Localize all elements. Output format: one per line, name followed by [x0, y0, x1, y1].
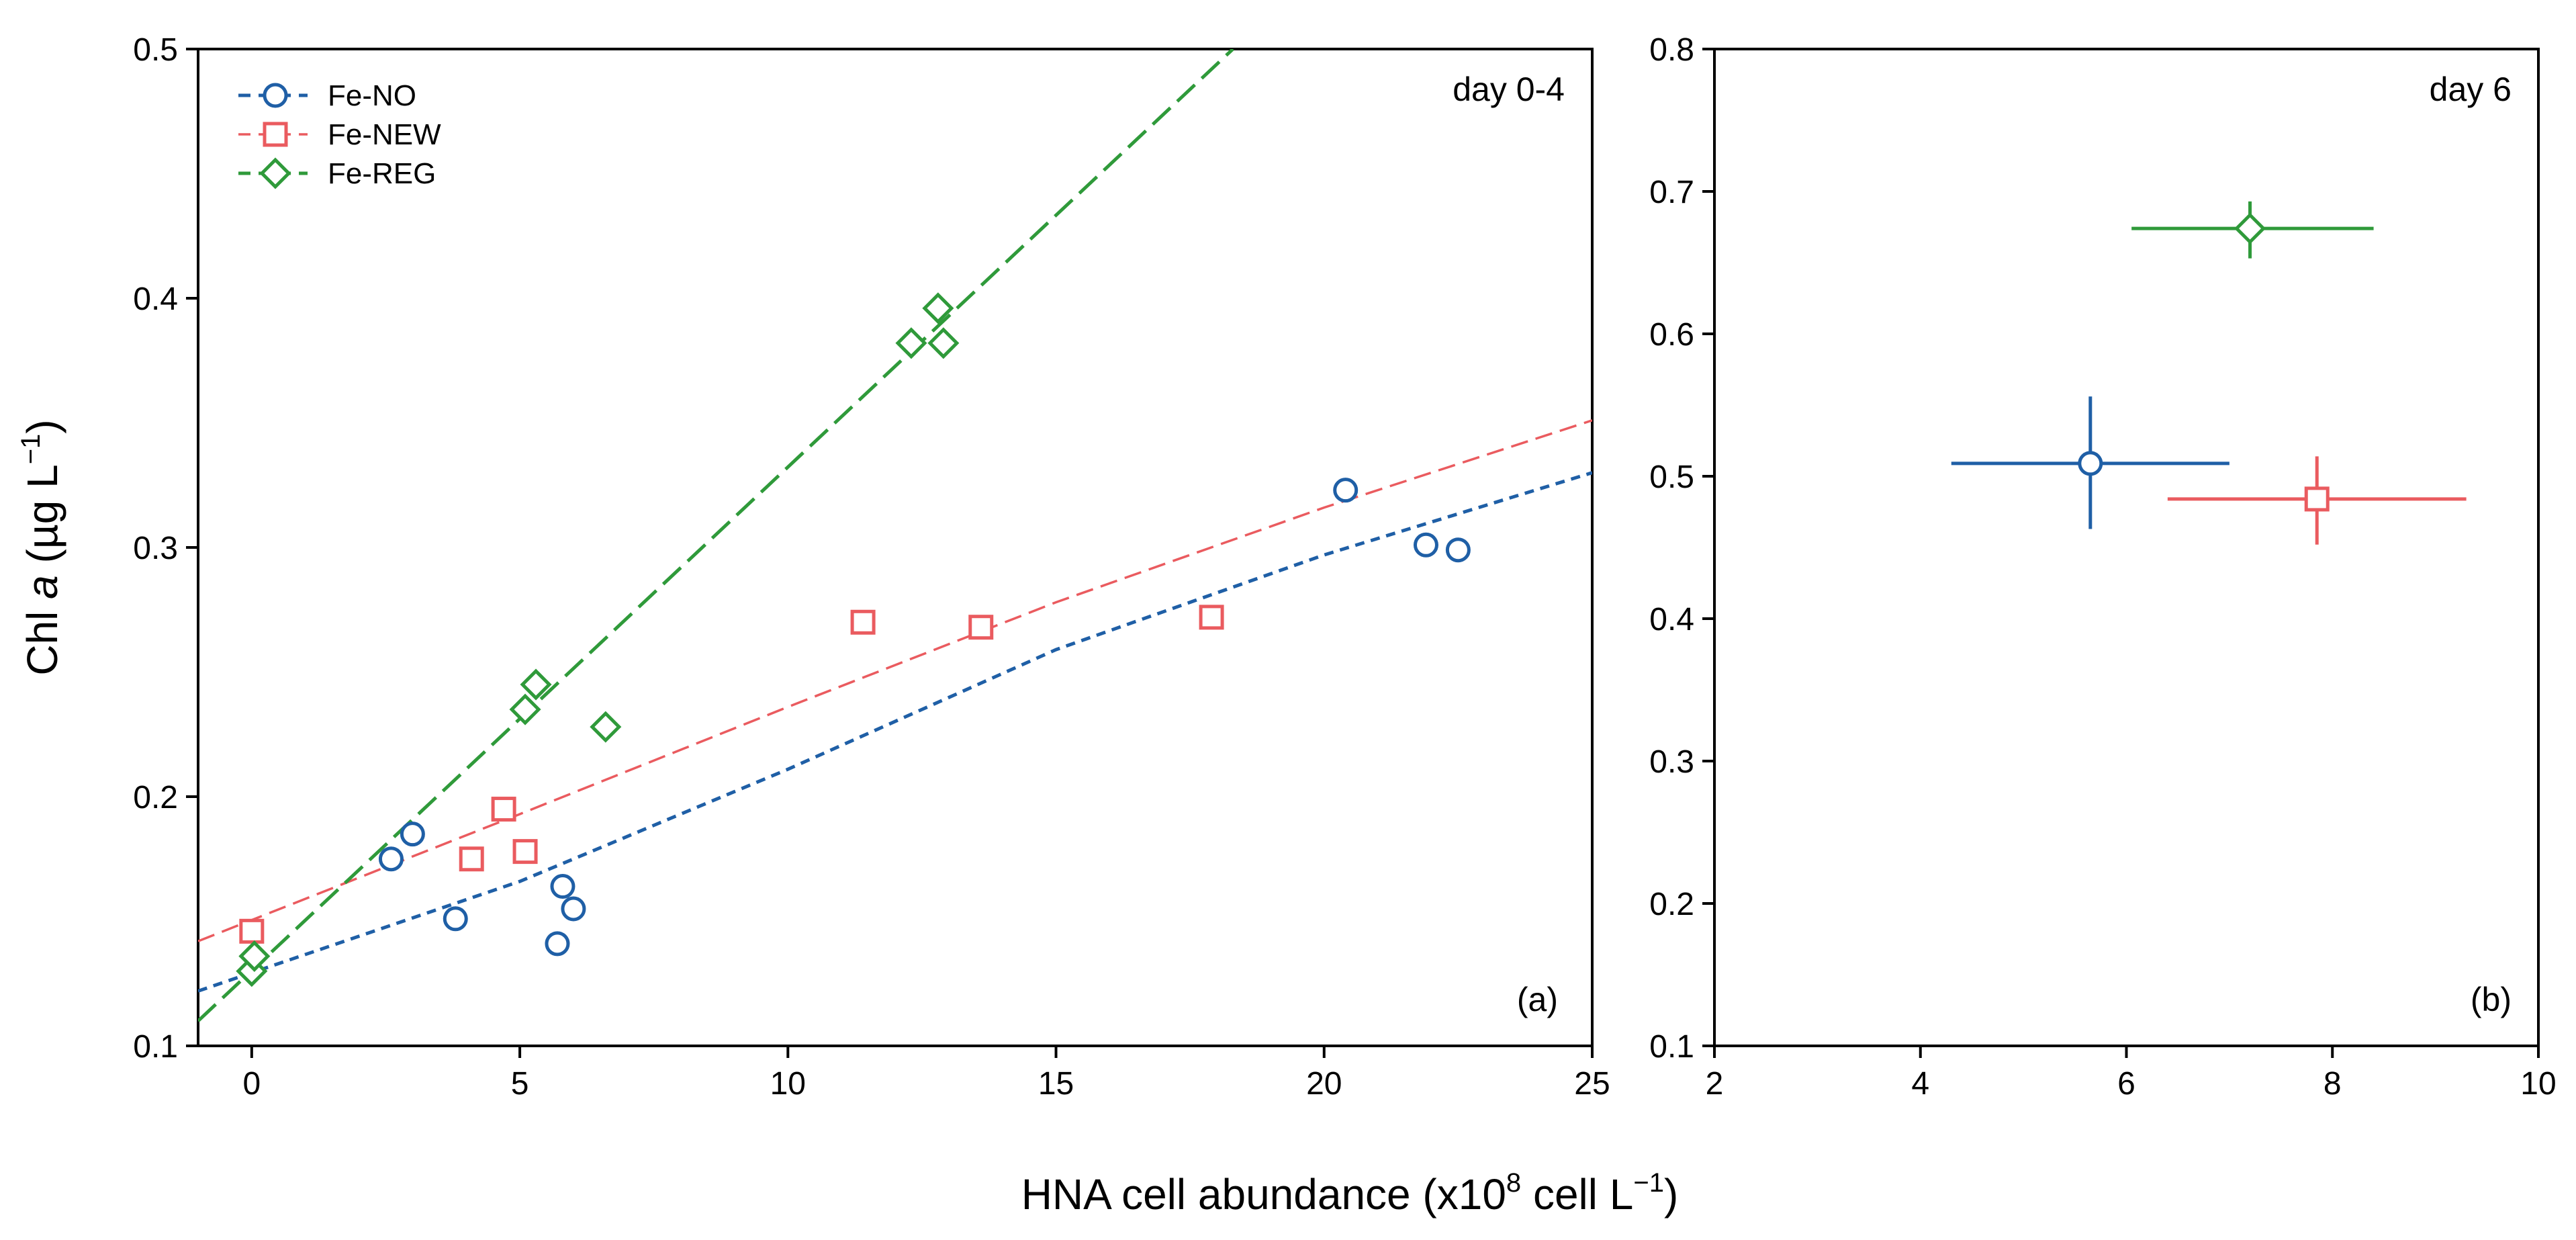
point-fe-no: [550, 874, 576, 899]
point-fe-no: [1445, 537, 1471, 563]
panel-a-tag: (a): [1517, 981, 1558, 1018]
b-ytick-label: 0.1: [1649, 1029, 1694, 1065]
panel-b-title: day 6: [2430, 71, 2512, 108]
panel-a-title: day 0-4: [1453, 71, 1565, 108]
b-ytick-label: 0.4: [1649, 602, 1694, 637]
b-xtick-label: 4: [1911, 1066, 1929, 1102]
b-ytick-label: 0.6: [1649, 317, 1694, 353]
fit-line-fe-reg: [198, 49, 1234, 1022]
a-ytick-label: 0.5: [133, 32, 178, 68]
b-ytick-label: 0.7: [1649, 175, 1694, 210]
legend-marker-fe-no: [263, 83, 288, 108]
point-fe-reg: [520, 668, 552, 701]
y-axis-label: Chl a (µg L−1): [16, 419, 66, 675]
point-fe-new: [491, 797, 516, 822]
b-ytick-label: 0.5: [1649, 459, 1694, 495]
a-xtick-label: 5: [511, 1066, 529, 1102]
b-ytick-label: 0.8: [1649, 32, 1694, 68]
b-point-fe-no: [2078, 451, 2103, 476]
point-fe-new: [459, 846, 484, 872]
panel-b-tag: (b): [2471, 981, 2512, 1018]
legend-marker-fe-reg: [259, 157, 291, 189]
point-fe-no: [561, 896, 586, 922]
point-fe-no: [1333, 478, 1359, 503]
a-ytick-label: 0.3: [133, 531, 178, 566]
point-fe-reg: [922, 292, 954, 324]
legend-label-fe-new: Fe-NEW: [328, 118, 441, 151]
point-fe-no: [443, 906, 468, 932]
point-fe-no: [545, 931, 570, 957]
point-fe-new: [850, 609, 876, 635]
point-fe-new: [239, 918, 265, 944]
legend-label-fe-no: Fe-NO: [328, 79, 416, 112]
b-ytick-label: 0.3: [1649, 744, 1694, 780]
b-point-fe-reg: [2234, 212, 2266, 245]
b-xtick-label: 8: [2324, 1066, 2342, 1102]
point-fe-no: [400, 822, 425, 847]
point-fe-reg: [238, 940, 271, 972]
b-xtick-label: 6: [2117, 1066, 2135, 1102]
panel-a-frame: [197, 48, 1594, 1047]
fit-line-fe-no: [198, 471, 1592, 993]
b-ytick-label: 0.2: [1649, 887, 1694, 922]
panel-b-frame: [1713, 48, 2540, 1047]
legend-marker-fe-new: [263, 122, 288, 147]
a-xtick-label: 25: [1574, 1066, 1610, 1102]
b-xtick-label: 10: [2520, 1066, 2556, 1102]
b-xtick-label: 2: [1706, 1066, 1724, 1102]
legend-label-fe-reg: Fe-REG: [328, 157, 436, 190]
point-fe-new: [1199, 605, 1224, 630]
point-fe-reg: [927, 327, 960, 359]
panel-a: 0 5 10 15 20 25 0.1 0.2 0.3 0.4 0.5 day 0-4 (a) Fe…: [133, 32, 1610, 1102]
panel-b: 2 4 6 8 10 0.1 0.2 0.3 0.4 0.5 0.6 0.7 0.8 day 6 (b): [1649, 32, 2556, 1102]
point-fe-no: [378, 846, 404, 872]
fit-line-fe-new: [198, 419, 1592, 942]
legend: Fe-NO Fe-NEW Fe-REG: [238, 79, 441, 190]
a-ytick-label: 0.2: [133, 780, 178, 815]
point-fe-new: [512, 839, 538, 865]
a-xtick-label: 0: [242, 1066, 261, 1102]
a-xtick-label: 10: [770, 1066, 806, 1102]
x-axis-label: HNA cell abundance (x108 cell L−1): [1021, 1168, 1679, 1219]
point-fe-reg: [590, 711, 622, 743]
point-fe-new: [968, 615, 994, 640]
a-xtick-label: 20: [1306, 1066, 1342, 1102]
a-xtick-label: 15: [1038, 1066, 1074, 1102]
a-ytick-label: 0.1: [133, 1029, 178, 1065]
a-ytick-label: 0.4: [133, 281, 178, 317]
b-point-fe-new: [2304, 486, 2330, 512]
point-fe-reg: [509, 693, 541, 725]
point-fe-reg: [895, 327, 927, 359]
point-fe-no: [1413, 532, 1438, 558]
